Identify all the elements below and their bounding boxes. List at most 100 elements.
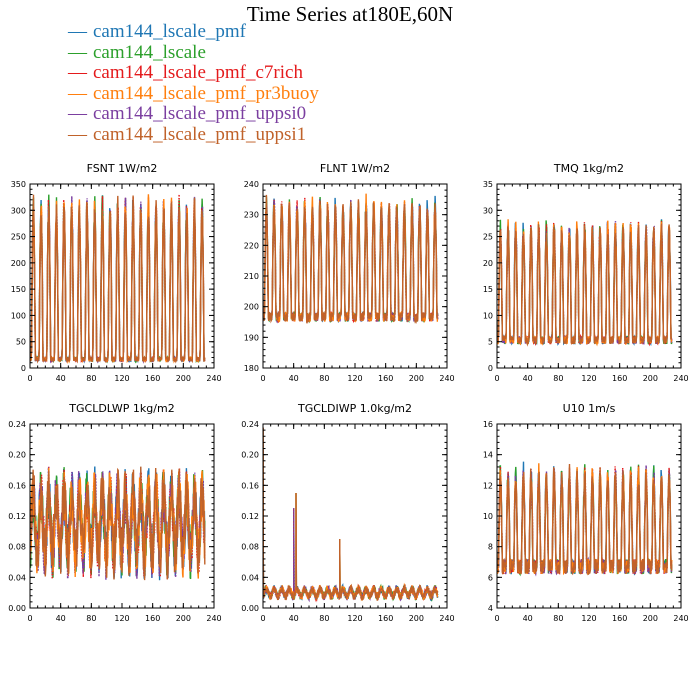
y-tick-label: 0.04 [8,573,26,582]
y-tick-label: 10 [483,311,493,320]
x-tick-label: 240 [673,374,688,383]
y-tick-label: 0.12 [241,512,259,521]
x-tick-label: 200 [643,614,658,623]
chart-panel: TMQ 1kg/m2 0 40 80 120 160 200 240 0 5 10 15 20 25 30 3… [483,162,689,383]
panel-title: U10 1m/s [563,402,616,415]
legend: — cam144_lscale_pmf — cam144_lscale — cam14… [68,21,319,145]
x-tick-label: 160 [145,614,160,623]
y-tick-label: 300 [11,206,26,215]
y-tick-label: 16 [483,420,493,429]
legend-item: — cam144_lscale_pmf_c7rich [68,62,319,84]
y-tick-label: 0.20 [8,451,26,460]
x-tick-label: 120 [347,614,362,623]
x-tick-label: 0 [494,614,499,623]
legend-line-icon: — [68,62,87,83]
y-tick-label: 0.00 [241,604,259,613]
series-group [263,193,439,325]
series-line-cam144_lscale_pmf_uppsi1 [497,223,673,347]
series-line-cam144_lscale_pmf_uppsi1 [30,194,206,364]
x-tick-label: 80 [319,374,329,383]
x-tick-label: 200 [409,614,424,623]
legend-line-icon: — [68,41,87,63]
legend-label: cam144_lscale_pmf_c7rich [93,62,303,83]
legend-item: — cam144_lscale_pmf_uppsi0 [68,103,319,125]
panel-title: FLNT 1W/m2 [320,162,390,175]
x-tick-label: 120 [581,614,596,623]
y-tick-label: 0.20 [241,451,259,460]
series-line-cam144_lscale_pmf_uppsi1 [263,194,439,325]
panel-title: TGCLDLWP 1kg/m2 [68,402,174,415]
series-line-cam144_lscale_pmf_uppsi1 [30,466,206,581]
y-tick-label: 200 [11,259,26,268]
chart-panel: FSNT 1W/m2 0 40 80 120 160 200 240 0 50 100 150 200 2… [11,162,222,383]
x-tick-label: 0 [260,374,265,383]
y-tick-label: 150 [11,285,26,294]
legend-line-icon: — [68,82,87,104]
x-tick-label: 40 [289,614,299,623]
series-group [497,219,673,347]
y-tick-label: 0.16 [8,481,26,490]
legend-line-icon: — [68,21,87,42]
y-tick-label: 8 [488,543,493,552]
y-tick-label: 210 [244,272,259,281]
legend-line-icon: — [68,123,87,145]
legend-item: — cam144_lscale [68,41,319,64]
plot-frame [262,423,448,609]
x-tick-label: 200 [176,614,191,623]
x-tick-label: 40 [56,374,66,383]
legend-label: cam144_lscale_pmf [93,21,247,42]
x-tick-label: 240 [673,614,688,623]
chart-panel: FLNT 1W/m2 0 40 80 120 160 200 240 180 190 200 210 2… [244,162,455,383]
y-tick-label: 50 [16,338,26,347]
legend-label: cam144_lscale [93,41,206,63]
x-tick-label: 160 [612,614,627,623]
y-tick-label: 0.24 [241,420,259,429]
series-line-cam144_lscale_pmf_uppsi1 [263,427,439,601]
legend-label: cam144_lscale_pmf_uppsi0 [93,103,307,124]
y-tick-label: 100 [11,311,26,320]
x-tick-label: 240 [439,614,454,623]
y-tick-label: 0 [21,364,26,373]
x-tick-label: 40 [289,374,299,383]
legend-line-icon: — [68,103,87,124]
legend-label: cam144_lscale_pmf_pr3buoy [93,82,319,104]
y-tick-label: 0.12 [8,512,26,521]
y-tick-label: 14 [483,451,493,460]
series-line-cam144_lscale_pmf_uppsi0 [263,427,439,603]
series-line-cam144_lscale_pmf_c7rich [263,427,439,603]
y-tick-label: 0.16 [241,481,259,490]
x-tick-label: 200 [643,374,658,383]
x-tick-label: 240 [206,614,221,623]
x-tick-label: 0 [27,374,32,383]
y-tick-label: 350 [11,180,26,189]
y-tick-label: 0.04 [241,573,259,582]
legend-item: — cam144_lscale_pmf [68,21,319,43]
x-tick-label: 120 [114,614,129,623]
y-tick-label: 0.00 [8,604,26,613]
x-tick-label: 200 [176,374,191,383]
y-tick-label: 220 [244,241,259,250]
x-tick-label: 0 [27,614,32,623]
x-tick-label: 160 [145,374,160,383]
y-tick-label: 20 [483,259,493,268]
x-tick-label: 0 [260,614,265,623]
y-tick-label: 30 [483,206,493,215]
y-tick-label: 190 [244,333,259,342]
chart-panel: TGCLDIWP 1.0kg/m2 0 40 80 120 160 200 240 0.00 0.… [241,402,454,623]
x-tick-label: 120 [581,374,596,383]
y-tick-label: 0.08 [241,543,259,552]
y-tick-label: 4 [488,604,493,613]
y-tick-label: 15 [483,285,493,294]
y-tick-label: 0.24 [8,420,26,429]
chart-title: Time Series at180E,60N [246,2,454,26]
x-tick-label: 40 [523,614,533,623]
series-group [263,427,439,603]
x-tick-label: 160 [612,374,627,383]
series-line-cam144_lscale_pmf_uppsi1 [497,463,673,576]
x-tick-label: 120 [347,374,362,383]
x-tick-label: 80 [553,614,563,623]
y-tick-label: 0 [488,364,493,373]
y-tick-label: 12 [483,481,493,490]
x-tick-label: 240 [206,374,221,383]
series-line-cam144_lscale_pmf [263,427,439,602]
